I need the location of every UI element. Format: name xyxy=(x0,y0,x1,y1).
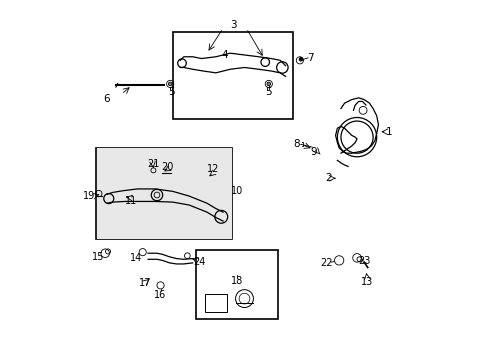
Text: 7: 7 xyxy=(306,53,313,63)
Bar xyxy=(96,148,231,239)
Text: 10: 10 xyxy=(231,186,243,197)
Text: 3: 3 xyxy=(230,19,237,30)
FancyBboxPatch shape xyxy=(205,294,226,312)
Text: 24: 24 xyxy=(193,257,205,267)
Circle shape xyxy=(168,82,172,86)
Bar xyxy=(97,148,231,239)
Bar xyxy=(173,32,292,119)
Text: 14: 14 xyxy=(130,252,142,262)
Text: 12: 12 xyxy=(207,164,219,174)
Text: 17: 17 xyxy=(139,278,151,288)
Text: 21: 21 xyxy=(146,158,159,168)
Text: 20: 20 xyxy=(161,162,174,172)
Text: 4: 4 xyxy=(221,50,228,60)
Circle shape xyxy=(299,58,302,61)
Text: 1: 1 xyxy=(385,127,392,137)
Text: 18: 18 xyxy=(231,276,243,286)
Text: 11: 11 xyxy=(125,197,137,206)
Text: 19: 19 xyxy=(83,192,95,202)
Circle shape xyxy=(266,82,270,86)
Bar xyxy=(196,249,278,319)
Text: 8: 8 xyxy=(293,139,300,149)
Text: 5: 5 xyxy=(265,87,271,98)
Text: 15: 15 xyxy=(92,252,104,262)
Text: 16: 16 xyxy=(154,290,166,300)
Text: 6: 6 xyxy=(103,94,110,104)
Text: 2: 2 xyxy=(325,173,331,183)
Text: 9: 9 xyxy=(310,147,317,157)
Text: 5: 5 xyxy=(168,87,175,98)
Text: 22: 22 xyxy=(320,258,332,268)
Text: 23: 23 xyxy=(358,256,370,266)
Text: 13: 13 xyxy=(360,277,372,287)
